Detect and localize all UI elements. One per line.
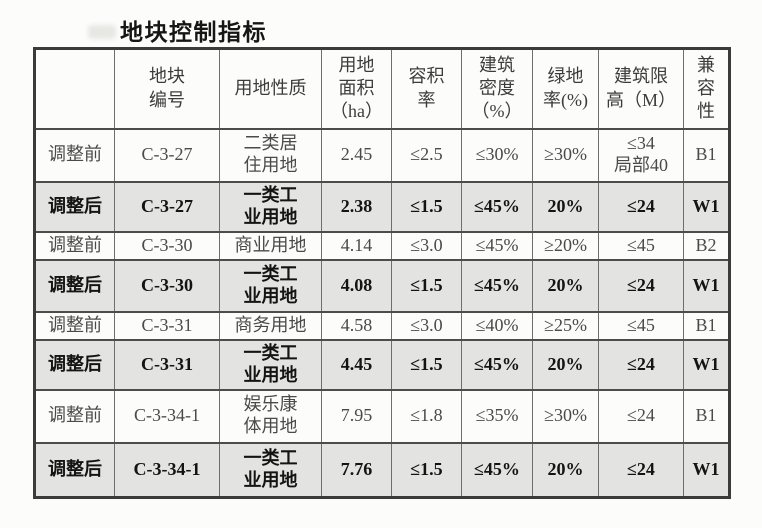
cell-land-use: 二类居 住用地 [219,127,322,183]
cell-area: 4.14 [321,230,392,261]
cell-height-limit: ≤24 [598,441,684,499]
cell-building-density: ≤45% [461,230,533,261]
column-header-green-ratio: 绿地 率(%) [532,47,599,130]
column-header-row-label [34,47,115,130]
cell-plot-number: C-3-31 [114,310,220,341]
cell-compatibility: B1 [683,127,730,183]
cell-green-ratio: ≥30% [532,388,599,444]
column-header-compatibility: 兼 容 性 [683,47,730,130]
cell-far: ≤2.5 [391,127,462,183]
cell-height-limit: ≤45 [598,230,684,261]
cell-compatibility: W1 [683,338,730,391]
cell-row-label: 调整后 [34,338,115,391]
column-header-plot-number: 地块 编号 [114,47,220,130]
cell-plot-number: C-3-30 [114,230,220,261]
cell-area: 4.08 [321,258,392,313]
cell-far: ≤1.5 [391,258,462,313]
cell-height-limit: ≤24 [598,258,684,313]
cell-building-density: ≤45% [461,338,533,391]
cell-area: 4.45 [321,338,392,391]
cell-land-use: 一类工 业用地 [219,338,322,391]
cell-plot-number: C-3-30 [114,258,220,313]
cell-far: ≤3.0 [391,230,462,261]
cell-compatibility: B1 [683,310,730,341]
table-row-before-c-3-30: 调整前 C-3-30 商业用地 4.14 ≤3.0 ≤45% ≥20% ≤45 … [34,230,730,261]
table-row-after-c-3-30: 调整后 C-3-30 一类工 业用地 4.08 ≤1.5 ≤45% 20% ≤2… [34,258,730,313]
column-header-building-density: 建筑 密度 （%） [461,47,533,130]
cell-height-limit: ≤24 [598,180,684,233]
cell-height-limit: ≤34 局部40 [598,127,684,183]
cell-green-ratio: 20% [532,258,599,313]
page-title: 地块控制指标 [120,20,267,45]
cell-height-limit: ≤24 [598,388,684,444]
cell-plot-number: C-3-34-1 [114,388,220,444]
column-header-land-use: 用地性质 [219,47,322,130]
cell-row-label: 调整后 [34,258,115,313]
cell-far: ≤1.5 [391,441,462,499]
cell-area: 7.76 [321,441,392,499]
cell-building-density: ≤40% [461,310,533,341]
table-row-after-c-3-27: 调整后 C-3-27 一类工 业用地 2.38 ≤1.5 ≤45% 20% ≤2… [34,180,730,233]
cell-building-density: ≤35% [461,388,533,444]
cell-row-label: 调整后 [34,441,115,499]
cell-area: 2.45 [321,127,392,183]
table-row-before-c-3-34-1: 调整前 C-3-34-1 娱乐康 体用地 7.95 ≤1.8 ≤35% ≥30%… [34,388,730,444]
cell-land-use: 商业用地 [219,230,322,261]
cell-land-use: 娱乐康 体用地 [219,388,322,444]
cell-building-density: ≤30% [461,127,533,183]
cell-far: ≤3.0 [391,310,462,341]
column-header-far: 容积 率 [391,47,462,130]
cell-compatibility: B1 [683,388,730,444]
cell-compatibility: W1 [683,180,730,233]
cell-building-density: ≤45% [461,258,533,313]
column-header-height-limit: 建筑限 高（M） [598,47,684,130]
table-row-before-c-3-27: 调整前 C-3-27 二类居 住用地 2.45 ≤2.5 ≤30% ≥30% ≤… [34,127,730,183]
cell-far: ≤1.5 [391,338,462,391]
cell-height-limit: ≤45 [598,310,684,341]
cell-area: 7.95 [321,388,392,444]
cell-land-use: 商务用地 [219,310,322,341]
cell-green-ratio: 20% [532,441,599,499]
cell-green-ratio: ≥30% [532,127,599,183]
plot-control-table: 地块 编号 用地性质 用地 面积 （ha） 容积 率 建筑 密度 （%） 绿地 … [33,47,731,499]
cell-row-label: 调整前 [34,230,115,261]
cell-compatibility: B2 [683,230,730,261]
cell-green-ratio: 20% [532,180,599,233]
cell-building-density: ≤45% [461,441,533,499]
cell-plot-number: C-3-27 [114,127,220,183]
cell-green-ratio: ≥20% [532,230,599,261]
cell-area: 2.38 [321,180,392,233]
cell-building-density: ≤45% [461,180,533,233]
cell-row-label: 调整前 [34,388,115,444]
cell-row-label: 调整前 [34,127,115,183]
cell-height-limit: ≤24 [598,338,684,391]
cell-far: ≤1.8 [391,388,462,444]
cell-plot-number: C-3-31 [114,338,220,391]
scan-artifact [88,25,116,39]
cell-land-use: 一类工 业用地 [219,180,322,233]
header-row: 地块 编号 用地性质 用地 面积 （ha） 容积 率 建筑 密度 （%） 绿地 … [34,47,730,130]
cell-green-ratio: 20% [532,338,599,391]
cell-row-label: 调整后 [34,180,115,233]
cell-compatibility: W1 [683,441,730,499]
cell-plot-number: C-3-27 [114,180,220,233]
table-row-before-c-3-31: 调整前 C-3-31 商务用地 4.58 ≤3.0 ≤40% ≥25% ≤45 … [34,310,730,341]
cell-land-use: 一类工 业用地 [219,258,322,313]
table-row-after-c-3-34-1: 调整后 C-3-34-1 一类工 业用地 7.76 ≤1.5 ≤45% 20% … [34,441,730,499]
cell-green-ratio: ≥25% [532,310,599,341]
cell-land-use: 一类工 业用地 [219,441,322,499]
cell-plot-number: C-3-34-1 [114,441,220,499]
table-row-after-c-3-31: 调整后 C-3-31 一类工 业用地 4.45 ≤1.5 ≤45% 20% ≤2… [34,338,730,391]
cell-far: ≤1.5 [391,180,462,233]
column-header-area: 用地 面积 （ha） [321,47,392,130]
cell-row-label: 调整前 [34,310,115,341]
cell-compatibility: W1 [683,258,730,313]
cell-area: 4.58 [321,310,392,341]
